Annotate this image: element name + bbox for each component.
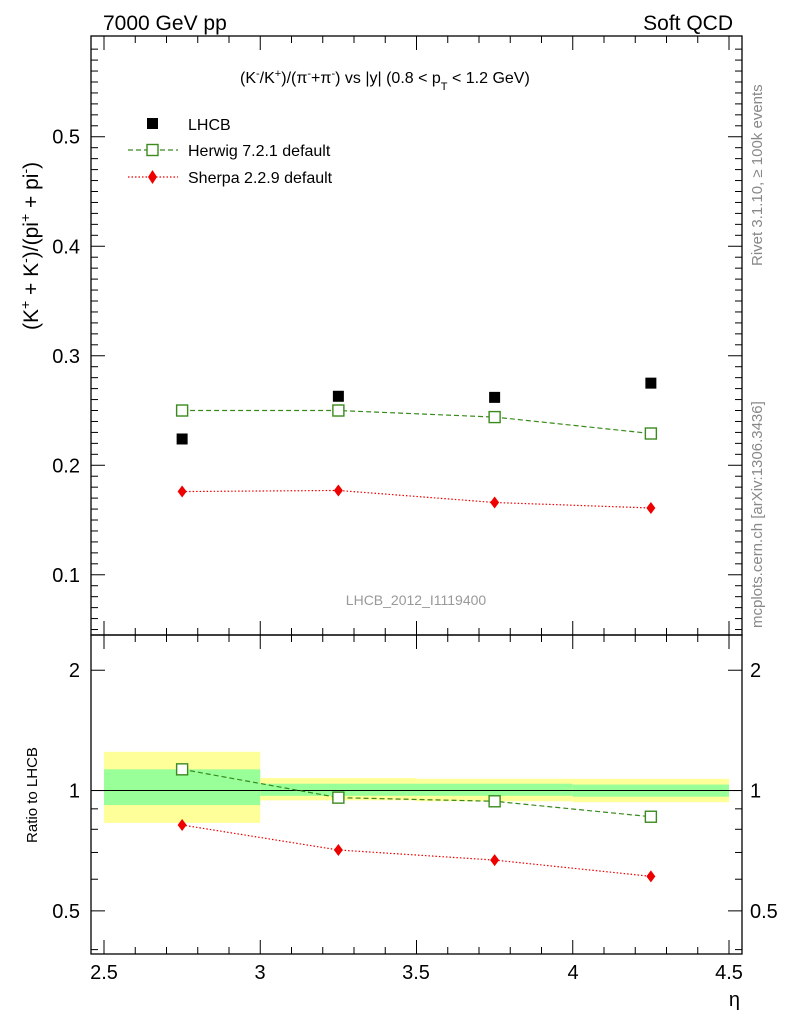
ratio-y-tick-label: 2: [69, 660, 80, 682]
ratio-y-tick-label-right: 2: [750, 660, 761, 682]
herwig-ratio-line: [182, 768, 651, 818]
legend-marker-lhcb: [147, 118, 158, 129]
y-tick-label: 0.1: [52, 565, 80, 587]
herwig-ratio-point: [644, 810, 658, 823]
x-tick-label: 4: [567, 962, 578, 984]
y-tick-label: 0.2: [52, 455, 80, 477]
legend-label-herwig: Herwig 7.2.1 default: [188, 143, 331, 160]
header-left: 7000 GeV pp: [103, 12, 227, 35]
ratio-bands: [104, 751, 729, 823]
sherpa-line: [182, 489, 651, 509]
legend: LHCB Herwig 7.2.1 default Sherpa 2.2.9 d…: [128, 117, 333, 187]
x-tick-label: 2.5: [90, 962, 118, 984]
ratio-y-tick-label-right: 0.5: [750, 901, 778, 923]
herwig-point: [644, 427, 658, 440]
lhcb-point: [176, 433, 188, 445]
y-tick-label: 0.5: [52, 127, 80, 149]
ratio-y-axis-label: Ratio to LHCB: [24, 747, 41, 843]
sherpa-point: [490, 496, 500, 509]
sherpa-ratio-point: [177, 818, 187, 831]
rivet-label: Rivet 3.1.10, ≥ 100k events: [749, 84, 766, 266]
sherpa-ratio-line: [182, 824, 651, 877]
lhcb-point: [332, 390, 344, 402]
sherpa-point: [646, 501, 656, 514]
legend-marker-herwig: [146, 143, 159, 157]
legend-label-sherpa: Sherpa 2.2.9 default: [188, 170, 333, 187]
legend-label-lhcb: LHCB: [188, 117, 231, 134]
main-ticks: [91, 36, 742, 635]
sherpa-ratio-point: [333, 844, 343, 857]
ratio-y-tick-label-right: 1: [750, 781, 761, 803]
ratio-data-marks: [175, 763, 658, 883]
sherpa-ratio-point: [490, 854, 500, 867]
main-y-tick-labels: 0.1 0.2 0.3 0.4 0.5: [52, 127, 80, 587]
herwig-point: [175, 404, 189, 417]
y-tick-label: 0.3: [52, 346, 80, 368]
ratio-ticks: [91, 635, 742, 954]
ratio-y-tick-label: 1: [69, 781, 80, 803]
header-right: Soft QCD: [643, 12, 733, 35]
x-tick-label: 4.5: [715, 962, 743, 984]
lhcb-point: [645, 377, 657, 389]
herwig-ratio-point: [488, 795, 501, 808]
legend-marker-sherpa: [148, 170, 157, 184]
main-panel: 0.1 0.2 0.3 0.4 0.5 (K-/K+)/(π-+π-) vs |…: [17, 35, 743, 636]
analysis-watermark: LHCB_2012_I1119400: [346, 592, 487, 608]
herwig-point: [488, 410, 501, 424]
sherpa-point: [333, 484, 343, 497]
herwig-ratio-point: [175, 763, 189, 776]
herwig-ratio-point: [332, 791, 345, 804]
herwig-point: [332, 404, 345, 417]
ratio-band-inner: [416, 783, 573, 796]
chart-title: (K-/K+)/(π-+π-) vs |y| (0.8 < pT < 1.2 G…: [240, 68, 530, 93]
y-tick-label: 0.4: [52, 236, 80, 258]
y-axis-label: (K+ + K-)/(pi+ + pi-): [17, 162, 43, 330]
herwig-line: [182, 409, 651, 435]
sherpa-ratio-point: [646, 870, 656, 883]
lhcb-point: [489, 391, 501, 403]
ratio-panel: 0.5 1 2 0.5 1 2 2.5 3 3.5 4 4.5 η Ratio …: [24, 634, 778, 1011]
ratio-y-tick-label: 0.5: [52, 901, 80, 923]
x-axis-label: η: [729, 989, 740, 1011]
mcplots-label: mcplots.cern.ch [arXiv:1306.3436]: [749, 401, 766, 628]
x-tick-label: 3.5: [402, 962, 430, 984]
sherpa-point: [177, 485, 187, 498]
x-tick-label: 3: [254, 962, 265, 984]
main-data-marks: [175, 377, 658, 514]
ratio-band-inner: [260, 783, 417, 796]
